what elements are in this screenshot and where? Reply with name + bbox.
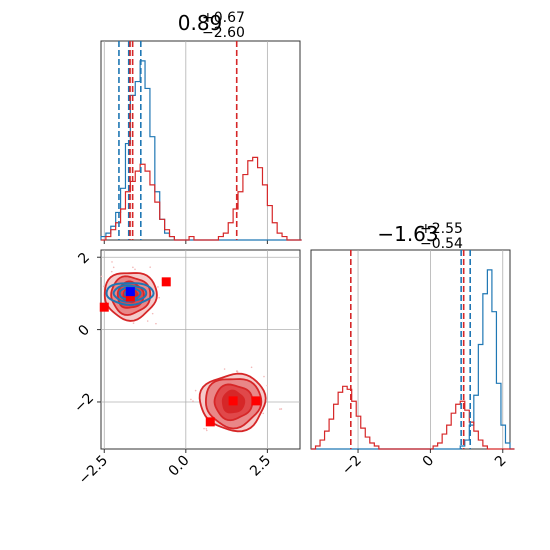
joint-red-marker <box>251 396 261 406</box>
joint-x-tick-label: −2.5 <box>76 453 111 488</box>
joint-y-tick-label: 0 <box>75 322 93 340</box>
marginal-param2-series <box>311 269 515 450</box>
joint-markers <box>99 277 261 427</box>
joint-scatter-point <box>151 312 154 315</box>
joint-grid <box>101 250 300 449</box>
joint-red-marker <box>125 292 135 302</box>
joint-scatter-point <box>149 266 151 268</box>
joint-blue-contour-level <box>112 284 148 303</box>
marginal-param2-x-tick-label: −2 <box>339 453 365 479</box>
joint-scatter-point <box>146 320 149 322</box>
marginal-param2-title-main: −1.63 <box>377 222 438 246</box>
marginal-param2-histogram-series-red <box>311 385 515 450</box>
marginal-param2-quantile-lines <box>349 250 472 449</box>
joint-scatter-point <box>235 370 238 373</box>
joint-scatter-point <box>110 270 113 273</box>
marginal-param1-panel: 0.89 +0.67 −2.60 <box>100 10 302 244</box>
marginal-param2-panel: −2 0 2 −1.63 +2.55 −0.54 <box>310 221 515 478</box>
joint-scatter-point <box>132 266 134 269</box>
joint-x-tick-label: 2.5 <box>247 453 274 480</box>
joint-scatter-point <box>134 268 136 271</box>
marginal-param2-x-ticks: −2 0 2 <box>339 449 510 478</box>
joint-scatter-point <box>263 375 265 378</box>
joint-scatter-point <box>203 427 205 430</box>
joint-scatter-point <box>266 384 268 387</box>
joint-red-marker <box>161 277 171 287</box>
joint-blue-marker <box>125 287 135 297</box>
joint-scatter-point <box>250 366 253 369</box>
joint-red-marker <box>99 302 109 312</box>
marginal-param2-grid <box>357 250 504 449</box>
marginal-param2-frame <box>310 249 511 450</box>
joint-y-tick-label: −2 <box>71 390 97 416</box>
joint-red-marker <box>205 417 215 427</box>
joint-scatter-point <box>223 368 226 370</box>
joint-scatter-point <box>112 266 115 269</box>
marginal-param2-title-sub: −0.54 <box>420 236 463 252</box>
joint-scatter-point <box>190 398 192 401</box>
joint-frame <box>100 249 301 450</box>
joint-scatter-point <box>280 408 283 410</box>
marginal-param1-title-sub: −2.60 <box>202 25 245 41</box>
marginal-param1-grid <box>103 41 268 244</box>
joint-scatter-point <box>155 322 157 325</box>
joint-scatter-point <box>103 285 105 288</box>
joint-blue-contour-level <box>105 282 155 306</box>
joint-x-tick-label: 0.0 <box>166 453 193 480</box>
joint-scatter-point <box>279 408 281 410</box>
marginal-param1-histogram-series-blue <box>100 60 302 241</box>
marginal-param2-title: −1.63 <box>377 222 438 246</box>
joint-scatter-point <box>132 322 135 324</box>
joint-scatter-point <box>205 428 208 430</box>
marginal-param2-x-tick-label: 0 <box>420 453 438 471</box>
marginal-param1-histogram-series-red <box>101 156 302 241</box>
joint-scatter-point <box>192 400 194 402</box>
joint-scatter-point <box>205 429 208 432</box>
marginal-param1-title: 0.89 <box>178 11 223 35</box>
marginal-param1-title-main: 0.89 <box>178 11 223 35</box>
marginal-param1-quantile-lines <box>118 41 238 240</box>
marginal-param1-title-sup: +0.67 <box>202 10 245 26</box>
joint-red-marker <box>228 396 238 406</box>
marginal-param2-title-sup: +2.55 <box>420 221 463 237</box>
joint-scatter-point <box>194 389 197 392</box>
joint-scatter-point <box>262 412 265 415</box>
joint-scatter-point <box>100 275 103 278</box>
joint-scatter-point <box>157 286 159 288</box>
marginal-param1-series <box>100 60 302 241</box>
marginal-param2-histogram-series-blue <box>311 269 515 450</box>
joint-scatter-point <box>158 296 160 299</box>
joint-panel: −2.5 0.0 2.5 −2 0 2 <box>71 249 301 488</box>
marginal-param2-x-tick-label: 2 <box>492 453 510 471</box>
joint-y-tick-label: 2 <box>75 250 93 268</box>
joint-x-ticks: −2.5 0.0 2.5 <box>76 449 274 488</box>
joint-scatter-point <box>111 261 113 263</box>
joint-y-ticks: −2 0 2 <box>71 250 101 416</box>
